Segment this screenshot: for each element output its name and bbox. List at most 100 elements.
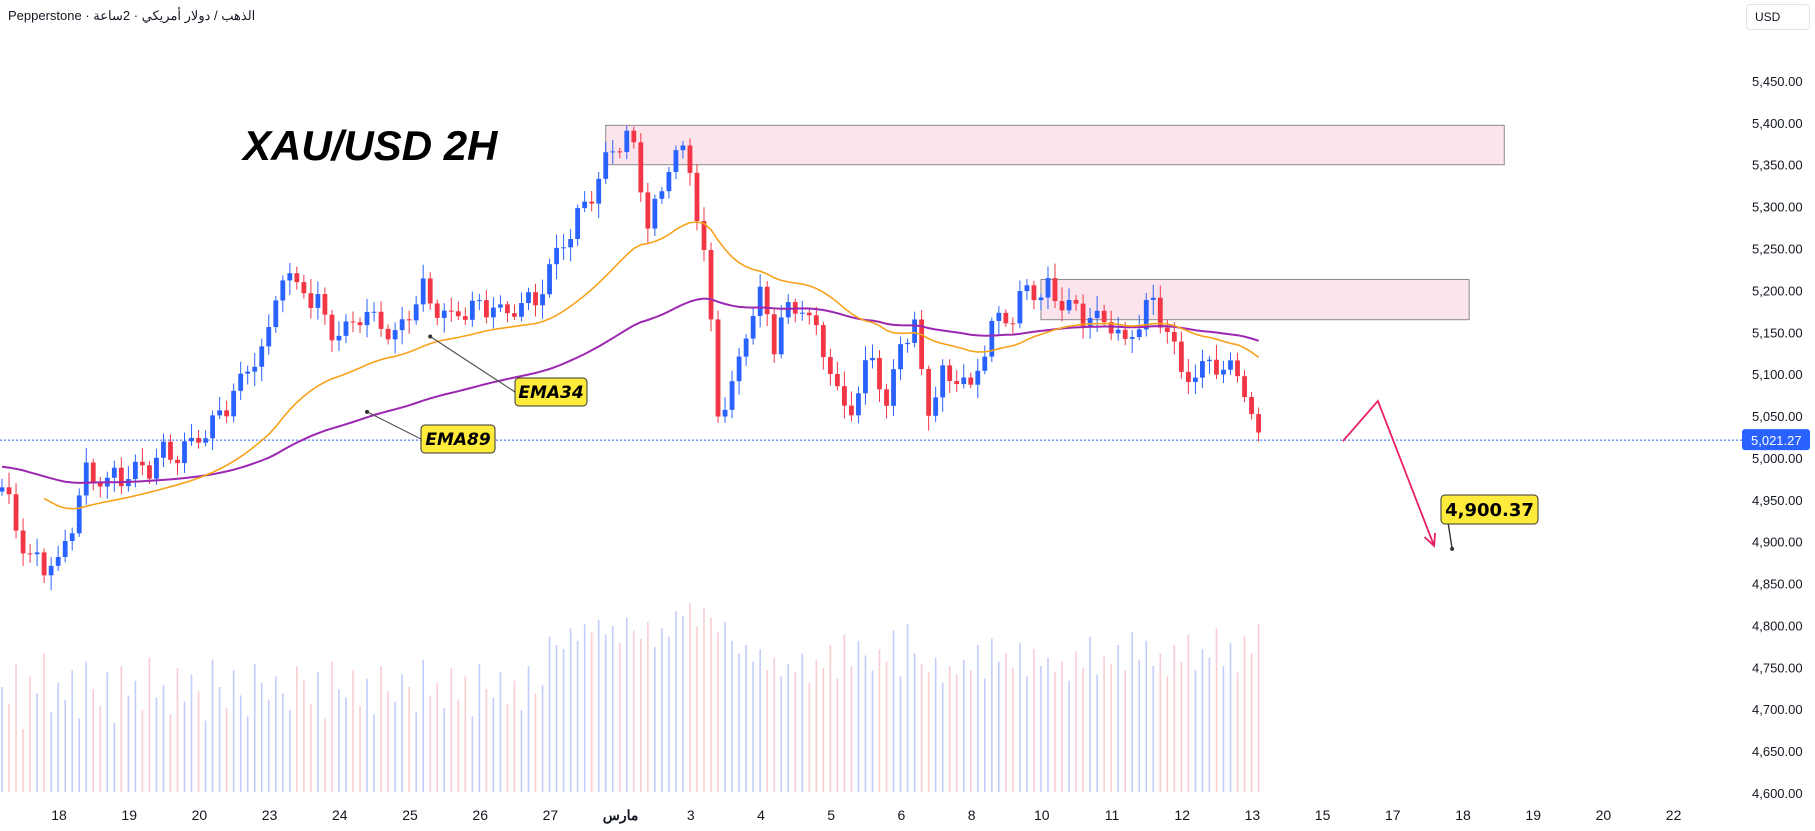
candle-body	[1171, 332, 1177, 342]
candle-body	[1157, 297, 1163, 328]
volume-bar	[1173, 645, 1176, 792]
price-tick-label: 5,200.00	[1752, 283, 1803, 298]
candle	[982, 345, 988, 375]
candle-body	[729, 381, 735, 410]
volume-bar	[310, 703, 312, 792]
candle	[666, 166, 672, 199]
candle-body	[83, 462, 89, 496]
volume-bar	[843, 634, 846, 792]
last-price-label: 5,021.27	[1751, 433, 1802, 448]
candle	[933, 386, 939, 423]
candle-body	[420, 278, 426, 305]
volume-bar	[548, 636, 551, 792]
candle-body	[512, 313, 517, 317]
candle	[399, 307, 405, 345]
volume-bar	[1180, 661, 1183, 792]
volume-bar	[815, 659, 818, 792]
volume-bar	[1117, 645, 1119, 792]
candle	[526, 287, 531, 310]
volume-bar	[380, 666, 382, 792]
candle-body	[27, 553, 33, 555]
ema89-label: EMA89	[425, 430, 491, 450]
candle	[1242, 369, 1247, 403]
symbol-header[interactable]: Pepperstone · الذهب / دولار أمريكي · 2سا…	[8, 8, 256, 23]
candle	[806, 309, 812, 325]
volume-bar	[773, 657, 775, 792]
candle-body	[673, 150, 679, 172]
candle-body	[1200, 361, 1205, 378]
candle	[406, 310, 412, 334]
candle-body	[210, 415, 215, 439]
candle	[55, 545, 61, 572]
candle-body	[322, 294, 328, 315]
volume-bar	[780, 676, 783, 792]
candle	[547, 258, 552, 298]
volume-bar	[1138, 659, 1141, 792]
candle-body	[743, 338, 749, 357]
volume-bar	[29, 676, 31, 792]
candle-body	[154, 457, 159, 479]
volume-bar	[141, 710, 144, 792]
candle-body	[659, 191, 665, 199]
candle-body	[1010, 323, 1016, 325]
candle	[455, 301, 461, 321]
candle	[322, 287, 328, 325]
candle	[617, 147, 623, 159]
time-tick-label: 17	[1385, 807, 1401, 823]
candle	[1038, 293, 1044, 311]
candle-body	[224, 410, 230, 417]
candle-body	[1214, 359, 1219, 375]
candle	[505, 301, 510, 323]
candle-body	[427, 278, 433, 304]
volume-bar	[984, 678, 986, 792]
volume-bar	[583, 624, 586, 792]
candle-body	[877, 357, 882, 390]
candle	[182, 432, 187, 473]
candle	[1185, 359, 1191, 395]
candle	[940, 359, 946, 412]
candle	[1059, 287, 1065, 322]
candle-body	[540, 294, 545, 306]
candle	[891, 359, 896, 417]
volume-bar	[864, 655, 867, 792]
volume-bar	[120, 666, 123, 792]
volume-bar	[892, 630, 895, 792]
candle-body	[364, 311, 370, 326]
volume-bar	[857, 640, 860, 792]
candle	[757, 274, 763, 328]
currency-button[interactable]: USD	[1746, 4, 1810, 30]
candle	[413, 295, 419, 325]
volume-bar	[324, 718, 326, 792]
volume-bar	[618, 642, 621, 792]
volume-bar	[1215, 628, 1218, 792]
candle	[378, 301, 384, 337]
volume-bar	[429, 695, 432, 792]
candle-body	[526, 292, 531, 304]
candle-body	[827, 357, 833, 375]
last-price-badge	[1742, 429, 1810, 451]
volume-bar	[289, 710, 291, 792]
volume-bar	[331, 661, 333, 792]
volume-bar	[850, 666, 853, 792]
candle	[968, 372, 974, 389]
candle	[125, 465, 131, 492]
candle	[41, 548, 47, 583]
candle	[27, 544, 33, 563]
volume-bar	[794, 672, 797, 792]
candle	[877, 350, 882, 402]
candle-body	[799, 312, 805, 314]
volume-bar	[50, 712, 52, 792]
candle	[1256, 407, 1261, 442]
volume-bar	[647, 621, 649, 792]
candle	[813, 306, 819, 335]
candle	[645, 182, 651, 243]
candle	[743, 333, 749, 366]
volume-bar	[969, 670, 972, 792]
volume-bar	[1145, 640, 1148, 792]
volume-bar	[1257, 624, 1260, 792]
price-tick-label: 5,250.00	[1752, 241, 1803, 256]
candle	[385, 324, 391, 345]
volume-bar	[766, 670, 768, 792]
candle-body	[399, 319, 405, 331]
